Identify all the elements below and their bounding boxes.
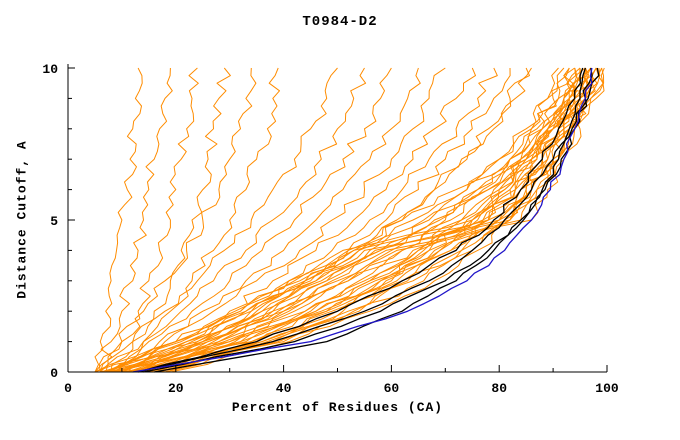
model-curve xyxy=(143,67,587,373)
model-curve xyxy=(143,67,570,373)
model-curve xyxy=(154,67,592,373)
model-curve xyxy=(148,67,586,373)
best-model-blue xyxy=(132,67,593,373)
y-tick-label: 10 xyxy=(42,62,58,77)
x-tick-label: 20 xyxy=(168,381,184,396)
model-curve xyxy=(132,67,593,373)
model-curve xyxy=(154,67,581,373)
model-curve xyxy=(94,67,338,373)
model-curve xyxy=(116,67,586,373)
x-axis-label: Percent of Residues (CA) xyxy=(231,400,444,415)
series-layer xyxy=(94,67,605,373)
model-curve xyxy=(164,67,592,373)
model-curve xyxy=(110,67,231,373)
x-tick-label: 40 xyxy=(276,381,292,396)
model-curve xyxy=(159,67,590,373)
model-curve xyxy=(110,67,421,373)
model-curve xyxy=(100,67,582,373)
ticks xyxy=(67,67,608,373)
model-curve xyxy=(99,67,367,373)
model-curve xyxy=(99,67,173,373)
model-curve xyxy=(116,67,582,373)
chart-title: T0984-D2 xyxy=(302,14,378,30)
model-curve xyxy=(105,67,588,373)
y-axis-label: Distance Cutoff, A xyxy=(14,140,30,299)
model-curve xyxy=(105,67,532,373)
x-tick-label: 0 xyxy=(64,381,72,396)
x-tick-label: 100 xyxy=(595,381,619,396)
server-models-orange xyxy=(94,67,605,373)
y-tick-label: 0 xyxy=(50,366,58,381)
model-curve xyxy=(98,67,257,373)
x-tick-label: 80 xyxy=(491,381,507,396)
model-curve xyxy=(137,67,600,373)
model-curve xyxy=(94,67,143,373)
model-curve xyxy=(116,67,280,373)
y-tick-label: 5 xyxy=(50,214,58,229)
model-curve xyxy=(143,67,604,373)
model-curve xyxy=(137,67,584,373)
model-curve xyxy=(105,67,199,373)
model-curve xyxy=(94,67,575,373)
model-curve xyxy=(116,67,446,373)
model-curve xyxy=(105,67,392,373)
model-curve xyxy=(170,67,605,373)
tick-labels: 0 20 40 60 80 100 0 5 10 xyxy=(42,62,619,396)
model-curve xyxy=(164,67,605,373)
x-tick-label: 60 xyxy=(384,381,400,396)
